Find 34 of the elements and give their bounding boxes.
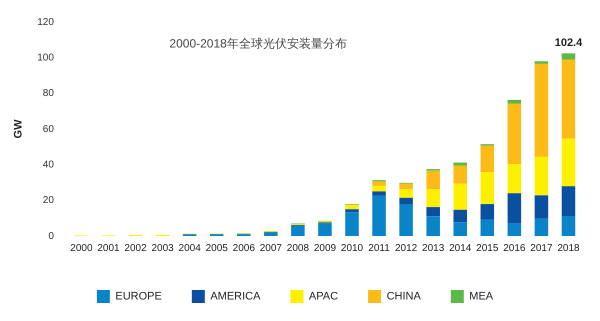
x-tick-label: 2002 xyxy=(124,242,148,254)
y-tick-label: 80 xyxy=(42,88,54,100)
x-tick-label: 2012 xyxy=(394,242,418,254)
y-axis-title: GW xyxy=(12,118,25,138)
y-tick-label: 20 xyxy=(42,195,54,206)
x-tick-label: 2006 xyxy=(232,242,256,254)
x-tick-label: 2007 xyxy=(260,242,282,254)
x-tick-label: 2015 xyxy=(476,242,499,254)
total-label: 102.4 xyxy=(554,36,584,49)
y-tick-label: 0 xyxy=(48,230,54,242)
y-tick-label: 40 xyxy=(42,159,54,170)
x-tick-label: 2000 xyxy=(70,242,93,254)
x-tick-label: 2004 xyxy=(178,242,202,254)
x-tick-label: 2009 xyxy=(314,242,336,254)
x-tick-label: 2011 xyxy=(368,242,390,254)
legend-label: AMERICA xyxy=(210,290,262,303)
x-tick-label: 2014 xyxy=(449,242,472,254)
x-tick-label: 2010 xyxy=(340,242,364,254)
x-tick-label: 2018 xyxy=(557,242,580,254)
x-tick-label: 2013 xyxy=(422,242,445,254)
legend-label: APAC xyxy=(308,290,338,303)
text: 2000-2018年全球光伏安装量分布 xyxy=(169,36,347,50)
x-tick-label: 2001 xyxy=(97,242,120,254)
x-tick-label: 2017 xyxy=(530,242,553,254)
y-tick-label: 100 xyxy=(37,52,54,64)
legend-label: MEA xyxy=(469,290,494,303)
x-tick-label: 2005 xyxy=(206,242,228,254)
legend-label: CHINA xyxy=(386,290,422,303)
x-tick-label: 2016 xyxy=(503,242,526,254)
x-tick-label: 2008 xyxy=(286,242,310,254)
x-tick-label: 2003 xyxy=(151,242,174,254)
legend-label: EUROPE xyxy=(115,290,162,303)
y-tick-label: 60 xyxy=(42,124,54,135)
y-tick-label: 120 xyxy=(37,16,54,28)
